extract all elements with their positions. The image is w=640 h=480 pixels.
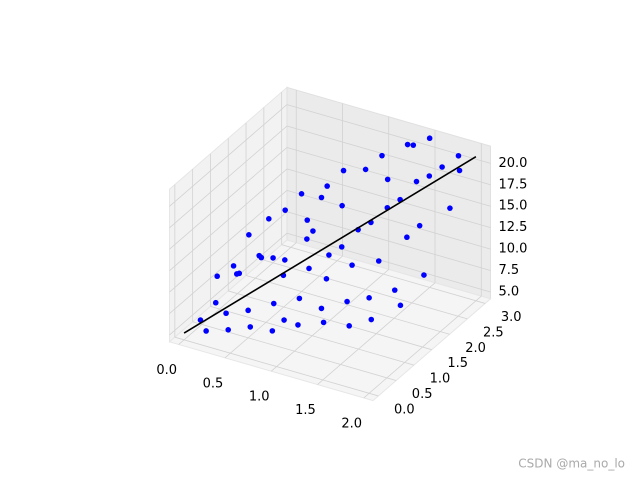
y-tick-label: 2.5 [483,325,504,340]
point [230,263,237,269]
point [384,176,391,183]
grid-line [286,232,491,293]
point [258,254,265,261]
point [421,272,427,278]
grid-line [286,125,491,186]
grid-line [210,305,415,366]
point [324,183,330,189]
point [281,317,287,323]
point [212,299,219,306]
point [296,295,303,302]
point [362,166,369,173]
z-tick-label: 5.0 [499,284,520,299]
point [368,316,375,323]
point [223,310,229,317]
grid-line [169,232,288,336]
x-tick-label: 1.5 [295,403,316,418]
grid-line [286,168,491,229]
point [379,152,385,159]
grid-line [169,104,288,207]
point [455,152,462,159]
x-tick-label: 1.0 [249,390,270,405]
point [413,178,420,185]
point [375,258,382,264]
grid-line [169,147,288,250]
point [323,276,330,282]
point [404,141,411,148]
grid-line [174,336,379,397]
y-tick-label: 1.0 [430,372,451,387]
point [346,323,352,329]
point [426,135,433,142]
grid-line [286,211,491,271]
grid-line [245,275,450,335]
point [270,300,277,307]
point [225,327,232,333]
z-tick-label: 12.5 [499,220,528,235]
grid-line [286,104,491,164]
point [410,142,417,148]
z-tick-label: 15.0 [499,199,528,214]
grid-line [169,125,288,229]
point [304,236,310,242]
point [269,328,276,334]
grid-line [169,168,288,271]
x-tick-label: 0.5 [203,376,224,391]
point [270,255,276,261]
line [183,156,477,334]
point [456,167,463,174]
z-tick-label: 20.0 [499,156,528,171]
point [318,305,325,312]
y-tick-label: 0.5 [412,387,433,402]
point [326,252,332,258]
y-tick-label: 3.0 [501,310,522,325]
point [397,302,404,309]
point [426,173,433,179]
point [318,194,325,201]
point [349,262,355,268]
point [282,207,288,213]
point [404,234,410,241]
watermark: CSDN @ma_no_lo [518,457,625,471]
point [266,215,272,222]
point [310,228,316,234]
z-tick-label: 7.5 [499,263,520,278]
point [298,190,305,197]
grid-line [169,211,288,314]
z-tick-label: 10.0 [499,242,528,257]
point [247,324,254,330]
point [416,222,423,229]
grid-line [263,259,468,320]
point [282,257,288,263]
point [447,205,453,211]
grid-line [228,290,432,351]
y-tick-label: 0.0 [394,402,415,417]
point [338,244,345,250]
point [391,287,398,293]
point [339,202,345,209]
point [295,322,301,328]
point [203,328,209,334]
point [246,232,252,238]
x-tick-label: 2.0 [341,416,362,431]
y-tick-label: 1.5 [447,356,468,371]
point [439,164,445,170]
point [304,217,311,223]
x-tick-label: 0.0 [156,363,177,378]
point [245,307,251,314]
point [306,265,312,272]
y-tick-label: 2.0 [465,341,486,356]
point [320,319,327,326]
point [233,271,240,277]
point [340,167,347,174]
z-tick-label: 17.5 [499,177,528,192]
point [366,295,372,301]
point [344,298,350,305]
point [214,273,220,280]
grid-line [169,190,288,293]
